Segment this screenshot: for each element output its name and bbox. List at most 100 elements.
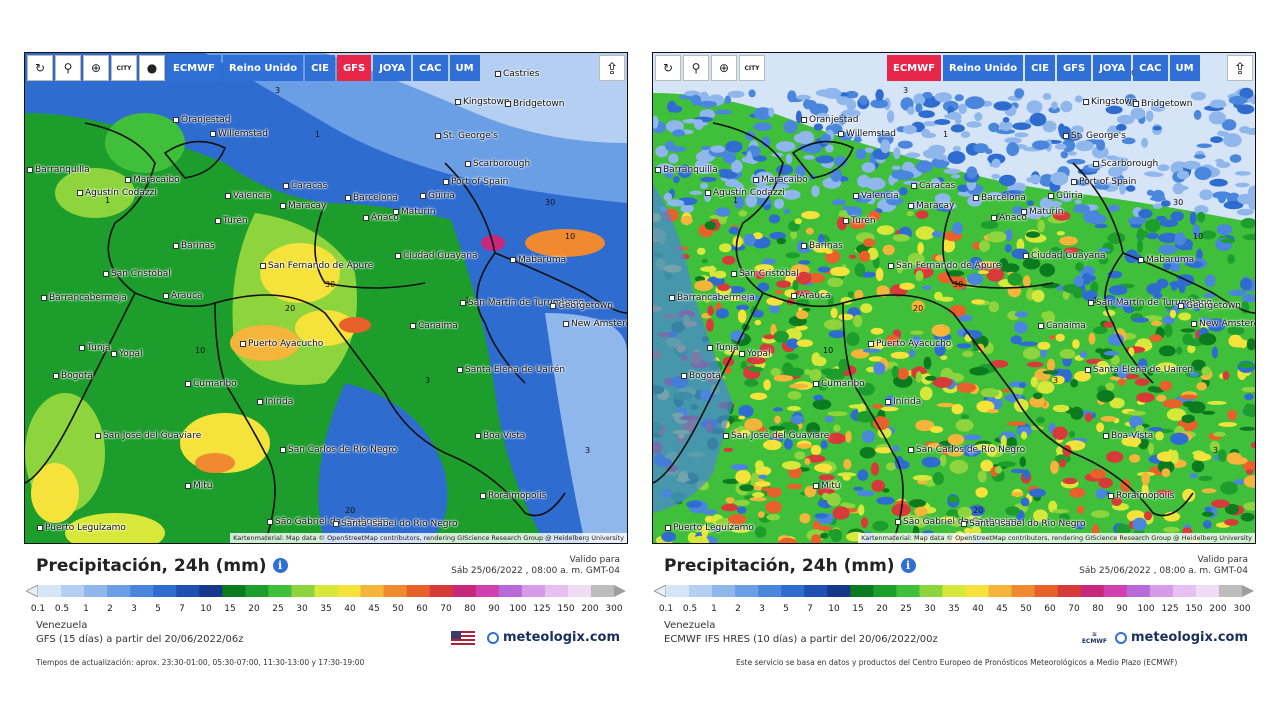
model-button-cie[interactable]: CIE [1025, 55, 1055, 81]
city-toggle-icon[interactable]: CITY [111, 55, 137, 81]
precip-speckle [796, 271, 812, 285]
precip-speckle [739, 484, 754, 492]
brand-logo[interactable]: ≋ ECMWF meteologix.com [1081, 630, 1248, 645]
precip-speckle [1030, 376, 1038, 388]
scale-swatch [475, 585, 500, 597]
precip-speckle [753, 122, 772, 131]
city-label: Anaco [991, 213, 1027, 223]
precip-speckle [1075, 262, 1084, 272]
precip-speckle [1193, 453, 1212, 462]
scale-tick-label: 40 [344, 604, 356, 614]
precip-speckle [1020, 497, 1030, 507]
model-button-reino-unido[interactable]: Reino Unido [942, 55, 1024, 81]
zoom-icon[interactable]: ⊕ [83, 55, 109, 81]
model-button-gfs[interactable]: GFS [336, 55, 372, 81]
precip-speckle [1029, 174, 1041, 184]
precip-speckle [830, 168, 842, 182]
model-button-ecmwf[interactable]: ECMWF [167, 55, 221, 81]
precip-speckle [795, 310, 809, 320]
precip-speckle [830, 266, 850, 277]
precip-speckle [1128, 347, 1135, 357]
zoom-icon[interactable]: ⊕ [711, 55, 737, 81]
precip-speckle [1060, 151, 1069, 159]
contour-label: 3 [275, 86, 280, 95]
precip-speckle [783, 208, 791, 214]
city-label: Oranjestad [173, 115, 231, 125]
model-button-joya[interactable]: JOYA [373, 55, 412, 81]
precip-speckle [729, 244, 746, 251]
precip-speckle [1209, 178, 1228, 187]
model-button-cac[interactable]: CAC [1133, 55, 1168, 81]
refresh-icon[interactable]: ↻ [27, 55, 53, 81]
model-button-um[interactable]: UM [449, 55, 480, 81]
scale-swatch [1080, 585, 1105, 597]
precip-speckle [854, 263, 866, 277]
info-icon[interactable]: i [272, 558, 288, 573]
model-button-cie[interactable]: CIE [305, 55, 335, 81]
info-icon[interactable]: i [900, 558, 916, 573]
dot-icon[interactable]: ● [139, 55, 165, 81]
precip-speckle [1180, 328, 1196, 333]
model-button-ecmwf[interactable]: ECMWF [887, 55, 941, 81]
precip-speckle [1216, 224, 1233, 236]
share-icon[interactable]: ⇪ [599, 55, 625, 81]
precip-speckle [980, 459, 994, 472]
model-button-cac[interactable]: CAC [413, 55, 448, 81]
precip-speckle [815, 155, 835, 164]
model-button-um[interactable]: UM [1169, 55, 1200, 81]
city-label: San Fernando de Apure [888, 261, 1001, 271]
precip-speckle [965, 96, 985, 110]
precipitation-map-gfs[interactable]: 1 3 10 20 30 1 3 10 20 30 1 3 ↻ ⚲ ⊕ CITY ● ECMWF Re… [24, 52, 628, 544]
scale-swatch [850, 585, 874, 597]
model-button-joya[interactable]: JOYA [1093, 55, 1132, 81]
precip-speckle [785, 353, 799, 360]
model-button-gfs[interactable]: GFS [1056, 55, 1092, 81]
precip-speckle [1202, 511, 1214, 517]
scale-tick-label: 70 [440, 604, 452, 614]
precip-speckle [1227, 409, 1238, 421]
precip-speckle [786, 406, 801, 411]
precip-speckle [1096, 422, 1105, 433]
precip-speckle [810, 444, 822, 456]
precipitation-map-ecmwf[interactable]: 1 3 10 20 30 1 3 10 20 30 1 3 ↻ ⚲ ⊕ CITY ECMWF Rein… [652, 52, 1256, 544]
city-label: Maracay [280, 201, 326, 211]
precip-speckle [952, 145, 961, 152]
precip-speckle [1210, 136, 1223, 143]
precip-speckle [862, 430, 875, 443]
precip-speckle [1014, 311, 1029, 318]
precip-speckle [962, 434, 982, 441]
precip-speckle [717, 283, 730, 291]
scale-swatch [896, 585, 920, 597]
map-attribution: Kartenmaterial: Map data © OpenStreetMap… [858, 533, 1255, 543]
location-pin-icon[interactable]: ⚲ [683, 55, 709, 81]
brand-logo[interactable]: meteologix.com [451, 630, 620, 645]
border-line [25, 292, 136, 484]
precip-speckle [988, 301, 999, 313]
city-toggle-icon[interactable]: CITY [739, 55, 765, 81]
precip-speckle [1094, 223, 1108, 229]
precip-speckle [1007, 421, 1026, 426]
precip-speckle [1141, 137, 1149, 148]
share-icon[interactable]: ⇪ [1227, 55, 1253, 81]
scale-swatch [268, 585, 292, 597]
precip-speckle [722, 478, 740, 484]
precip-speckle [936, 402, 955, 408]
precip-speckle [735, 469, 751, 484]
precip-speckle [748, 366, 764, 372]
city-label: St. George's [1063, 131, 1126, 141]
precip-speckle [782, 362, 794, 376]
precip-speckle [1103, 350, 1119, 356]
scale-swatch [498, 585, 523, 597]
model-button-reino-unido[interactable]: Reino Unido [222, 55, 304, 81]
precip-speckle [1136, 338, 1151, 348]
precip-speckle [1002, 388, 1010, 393]
precip-speckle [721, 503, 739, 512]
scale-swatch [919, 585, 943, 597]
location-pin-icon[interactable]: ⚲ [55, 55, 81, 81]
precip-speckle [1090, 510, 1110, 519]
precip-speckle [699, 91, 710, 104]
refresh-icon[interactable]: ↻ [655, 55, 681, 81]
precip-speckle [876, 285, 890, 298]
precip-speckle [804, 458, 811, 465]
precip-speckle [974, 112, 983, 122]
